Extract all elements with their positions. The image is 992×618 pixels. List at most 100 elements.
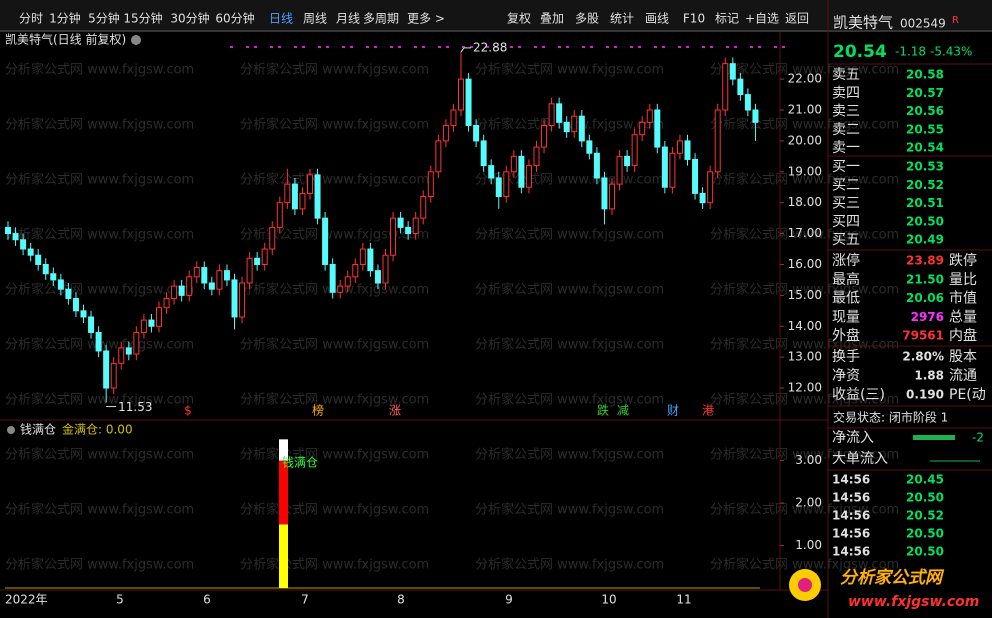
- tab[interactable]: 60分钟: [215, 11, 254, 26]
- tool-button[interactable]: 返回: [785, 12, 809, 26]
- event-marker[interactable]: 涨: [389, 403, 401, 418]
- tab[interactable]: 分时: [19, 12, 43, 26]
- event-marker[interactable]: 港: [702, 404, 714, 418]
- trade-price: 20.50: [906, 527, 944, 541]
- event-marker[interactable]: 跌: [597, 403, 609, 418]
- book-label: 买一: [832, 159, 860, 175]
- candle-body: [322, 217, 329, 265]
- watermark: 分析家公式网 www.fxjgsw.com: [710, 117, 899, 133]
- book-price: 20.51: [906, 196, 944, 210]
- watermark: 分析家公式网 www.fxjgsw.com: [475, 337, 664, 353]
- tab[interactable]: 15分钟: [123, 11, 162, 26]
- candle-body: [193, 267, 200, 278]
- price: 20.54: [833, 42, 887, 62]
- watermark: 分析家公式网 www.fxjgsw.com: [5, 557, 194, 573]
- x-tick-label: 10: [601, 593, 616, 607]
- candle-body: [118, 347, 125, 364]
- tool-button[interactable]: 叠加: [540, 12, 564, 26]
- candle-body: [473, 124, 480, 142]
- candle-body: [125, 347, 132, 355]
- watermark: 分析家公式网 www.fxjgsw.com: [710, 337, 899, 353]
- candle-body: [593, 152, 600, 179]
- tab[interactable]: 30分钟: [170, 11, 209, 26]
- signal-dot: [398, 46, 401, 48]
- flow-bar: [913, 435, 955, 440]
- tool-button[interactable]: 标记: [715, 12, 739, 26]
- candle-body: [548, 103, 555, 126]
- watermark: 分析家公式网 www.fxjgsw.com: [5, 62, 194, 78]
- signal-dot: [494, 46, 497, 48]
- tab[interactable]: 多周期: [363, 12, 399, 26]
- candle-body: [533, 146, 540, 167]
- candle-body: [42, 263, 49, 275]
- stat-label: 净资: [832, 368, 860, 384]
- high-label: 22.88: [473, 40, 507, 54]
- stack-bar: [279, 460, 288, 525]
- candle-body: [186, 276, 193, 296]
- tab[interactable]: 月线: [336, 12, 360, 26]
- candle-body: [624, 155, 631, 167]
- candle-body: [390, 217, 397, 256]
- candle-body: [65, 288, 72, 299]
- stat-label: 量比: [949, 272, 977, 288]
- tab[interactable]: 周线: [303, 12, 327, 26]
- candle-body: [609, 183, 615, 210]
- tool-button[interactable]: 统计: [610, 12, 634, 26]
- watermark: 分析家公式网 www.fxjgsw.com: [475, 447, 664, 463]
- candle-body: [692, 158, 699, 194]
- signal-dot: [374, 46, 377, 48]
- signal-dot: [638, 46, 641, 48]
- event-marker[interactable]: $: [184, 404, 192, 418]
- candle-body: [646, 109, 653, 123]
- signal-dot: [390, 46, 393, 48]
- candle-body: [329, 263, 336, 293]
- event-marker[interactable]: 财: [667, 404, 679, 418]
- tab[interactable]: 更多 >: [407, 12, 445, 26]
- signal-dot: [542, 46, 545, 48]
- logo-url: www.fxjgsw.com: [848, 594, 979, 610]
- event-marker[interactable]: 减: [617, 404, 629, 418]
- signal-dot: [750, 46, 753, 48]
- candle-body: [12, 233, 19, 241]
- watermark: 分析家公式网 www.fxjgsw.com: [240, 227, 429, 243]
- book-label: 买四: [832, 214, 860, 230]
- signal-dot: [710, 46, 713, 48]
- flow-value: -2: [972, 431, 984, 445]
- stat-value: 21.50: [906, 272, 944, 286]
- watermark: 分析家公式网 www.fxjgsw.com: [475, 392, 664, 408]
- tool-button[interactable]: 多股: [575, 12, 599, 26]
- candle-body: [578, 115, 585, 142]
- tab[interactable]: 日线: [269, 12, 293, 26]
- tool-button[interactable]: +自选: [745, 12, 779, 26]
- low-label: 11.53: [118, 400, 152, 414]
- signal-dot: [758, 46, 761, 48]
- candle-body: [427, 171, 434, 198]
- candle-body: [707, 171, 714, 204]
- candle-body: [291, 183, 298, 210]
- candle-body: [133, 331, 140, 355]
- signal-dot: [582, 46, 585, 48]
- tab[interactable]: 1分钟: [49, 11, 81, 26]
- trade-price: 20.50: [906, 545, 944, 559]
- stat-value: 20.06: [906, 291, 944, 305]
- book-price: 20.52: [906, 178, 944, 192]
- watermark: 分析家公式网 www.fxjgsw.com: [475, 62, 664, 78]
- candle-body: [110, 362, 117, 389]
- signal-dot: [446, 46, 449, 48]
- event-marker[interactable]: 榜: [312, 403, 324, 418]
- tool-button[interactable]: 复权: [507, 12, 531, 26]
- candle-body: [450, 109, 457, 126]
- candle-body: [639, 121, 646, 136]
- book-label: 卖三: [832, 104, 860, 120]
- watermark: 分析家公式网 www.fxjgsw.com: [240, 62, 429, 78]
- tool-button[interactable]: 画线: [645, 12, 669, 26]
- indicator-legend: 金满仓: 0.00: [62, 422, 133, 437]
- signal-dot: [558, 46, 561, 48]
- candle-body: [50, 273, 57, 281]
- watermark: 分析家公式网 www.fxjgsw.com: [240, 502, 429, 518]
- y-tick-label: 1.00: [795, 538, 822, 552]
- trade-time: 14:56: [832, 545, 870, 559]
- tool-button[interactable]: F10: [683, 12, 705, 26]
- stat-label: 流通: [949, 368, 977, 384]
- tab[interactable]: 5分钟: [88, 11, 120, 26]
